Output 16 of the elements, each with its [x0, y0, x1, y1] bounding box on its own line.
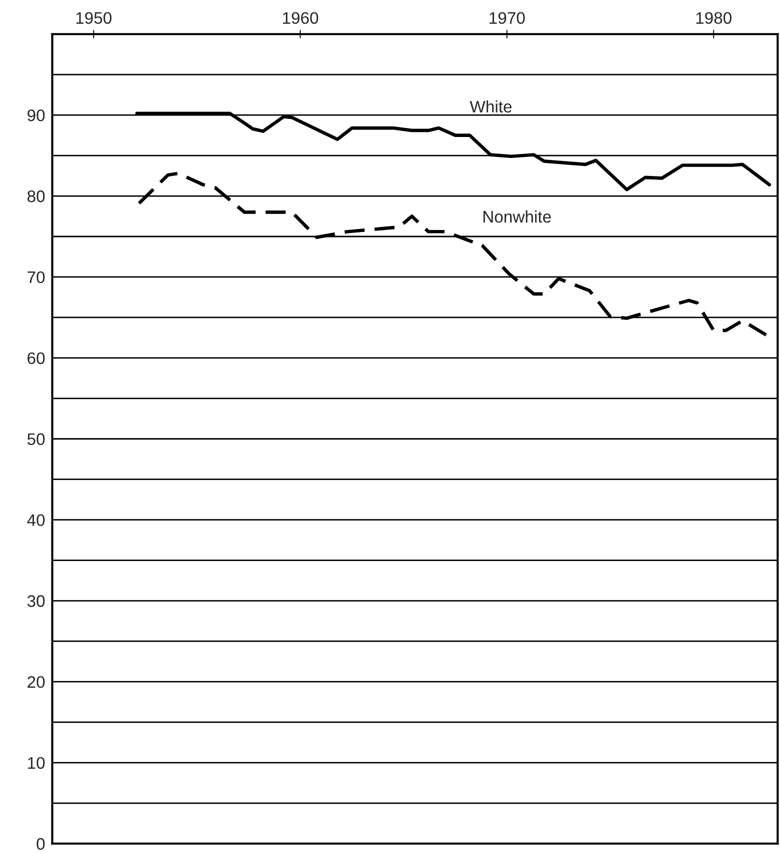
y-tick-label: 50: [27, 433, 45, 446]
x-tick-label: 1950: [76, 12, 112, 24]
y-tick-label: 90: [28, 109, 45, 122]
series-label: Nonwhite: [483, 210, 551, 223]
x-tick-label: 1980: [696, 12, 732, 24]
x-tick-label: 1960: [282, 12, 318, 24]
x-tick-label: 1970: [490, 12, 525, 24]
y-tick-label: 0: [36, 838, 45, 850]
series-label: White: [470, 100, 512, 113]
y-tick-label: 30: [27, 595, 45, 607]
y-tick-label: 60: [28, 352, 45, 364]
y-tick-label: 70: [28, 271, 45, 284]
y-tick-label: 20: [28, 676, 45, 688]
y-tick-label: 40: [27, 514, 45, 526]
y-tick-label: 80: [28, 190, 45, 202]
y-tick-label: 10: [28, 757, 45, 769]
